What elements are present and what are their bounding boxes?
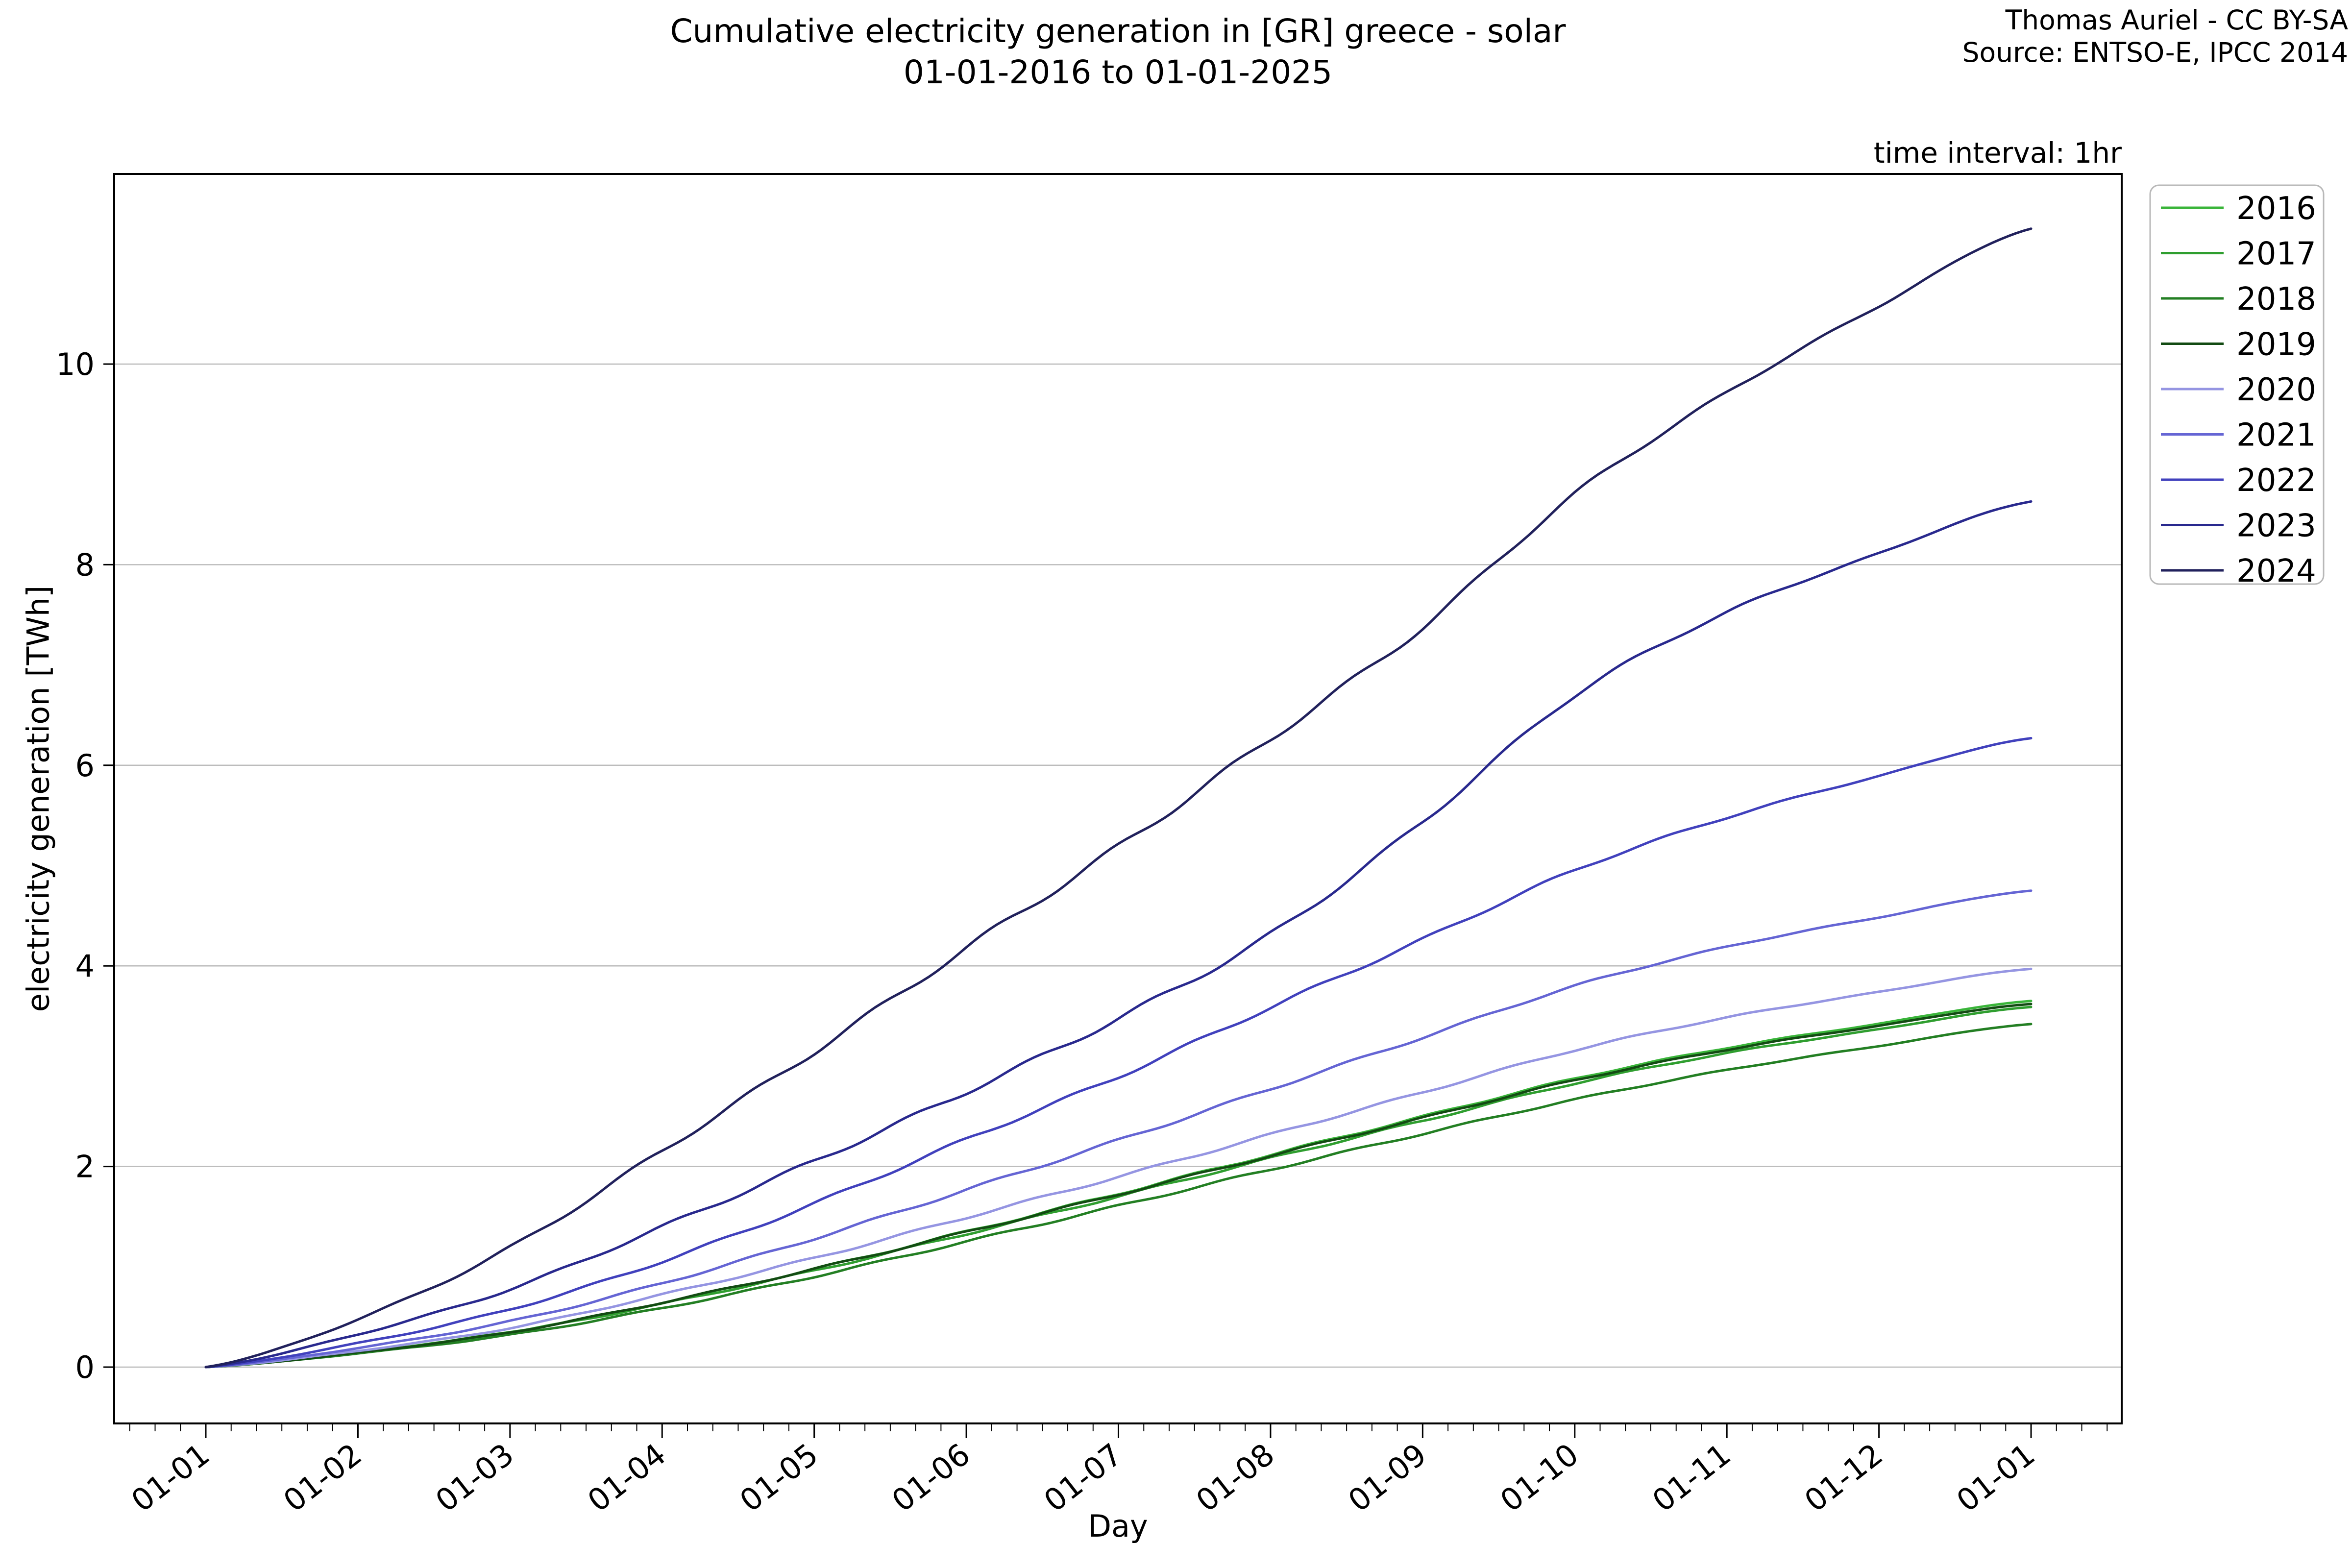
series-line-2020 — [204, 967, 2033, 1369]
legend-label-2019: 2019 — [2236, 327, 2316, 363]
legend-item-2020: 2020 — [2161, 372, 2316, 408]
legend-box — [2149, 184, 2325, 585]
x-tick-label: 01-01 — [124, 1436, 216, 1519]
y-tick-label: 0 — [75, 1349, 95, 1385]
legend-label-2024: 2024 — [2236, 553, 2316, 589]
attribution: Thomas Auriel - CC BY-SA Source: ENTSO-E… — [1962, 4, 2348, 69]
legend-label-2022: 2022 — [2236, 463, 2316, 499]
legend-label-2018: 2018 — [2236, 281, 2316, 318]
legend-item-2022: 2022 — [2161, 463, 2316, 499]
chart-title: Cumulative electricity generation in [GR… — [114, 11, 2122, 94]
series-line-2024 — [204, 227, 2033, 1369]
y-tick-label: 8 — [75, 547, 95, 583]
y-tick-label: 4 — [75, 948, 95, 984]
plot-border — [113, 173, 2123, 1424]
x-tick-label: 01-11 — [1646, 1436, 1738, 1519]
series-line-2021 — [204, 889, 2033, 1369]
series-line-2019 — [204, 1003, 2033, 1369]
legend-label-2016: 2016 — [2236, 191, 2316, 227]
y-tick-label: 6 — [75, 748, 95, 784]
y-tick-label: 10 — [56, 346, 95, 382]
legend-item-2016: 2016 — [2161, 191, 2316, 227]
series-line-2023 — [204, 500, 2033, 1369]
x-tick-label: 01-08 — [1189, 1436, 1281, 1519]
x-tick-label: 01-10 — [1494, 1436, 1585, 1519]
attribution-author: Thomas Auriel - CC BY-SA — [2005, 4, 2348, 36]
chart-title-line2: 01-01-2016 to 01-01-2025 — [903, 53, 1333, 92]
series-line-2016 — [204, 1000, 2033, 1369]
x-tick-label: 01-09 — [1342, 1436, 1433, 1519]
x-tick-label: 01-05 — [733, 1436, 825, 1519]
chart-title-line1: Cumulative electricity generation in [GR… — [670, 12, 1566, 50]
legend-label-2017: 2017 — [2236, 236, 2316, 272]
series-line-2018 — [204, 1023, 2033, 1369]
x-tick-label: 01-07 — [1037, 1436, 1129, 1519]
attribution-source: Source: ENTSO-E, IPCC 2014 — [1962, 37, 2348, 68]
legend-item-2021: 2021 — [2161, 417, 2316, 454]
legend-item-2019: 2019 — [2161, 327, 2316, 363]
legend-label-2021: 2021 — [2236, 417, 2316, 454]
legend: 2016 2017 2018 2019 2020 2021 2022 2023 2024 — [2149, 184, 2325, 589]
legend-item-2023: 2023 — [2161, 508, 2316, 544]
time-interval-label: time interval: 1hr — [1873, 136, 2122, 170]
x-tick-label: 01-02 — [277, 1436, 368, 1519]
legend-label-2023: 2023 — [2236, 508, 2316, 544]
series-line-2022 — [204, 737, 2033, 1369]
legend-item-2018: 2018 — [2161, 281, 2316, 318]
legend-label-2020: 2020 — [2236, 372, 2316, 408]
x-tick-label: 01-04 — [581, 1436, 673, 1519]
x-tick-label: 01-06 — [885, 1436, 977, 1519]
x-tick-label: 01-12 — [1798, 1436, 1889, 1519]
x-tick-label: 01-03 — [429, 1436, 520, 1519]
legend-item-2024: 2024 — [2161, 553, 2316, 589]
series-line-2017 — [204, 1005, 2033, 1369]
x-tick-label: 01-01 — [1950, 1436, 2041, 1519]
legend-item-2017: 2017 — [2161, 236, 2316, 272]
y-tick-label: 2 — [75, 1149, 95, 1185]
x-axis-label: Day — [1088, 1508, 1148, 1544]
